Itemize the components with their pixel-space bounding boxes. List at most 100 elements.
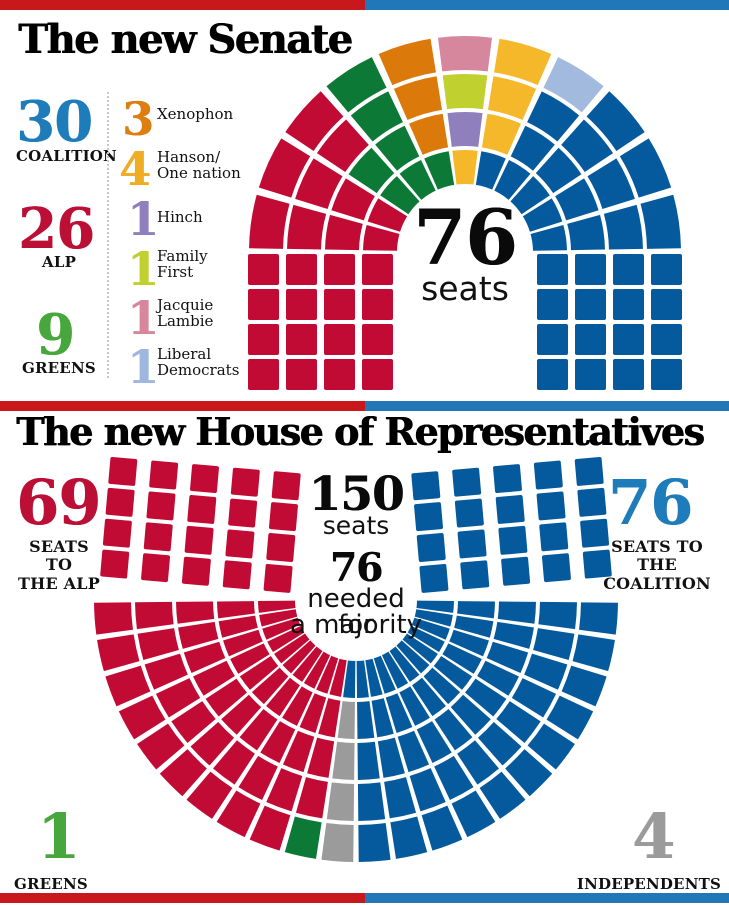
xenophon-count: 3: [122, 92, 154, 146]
seat: [613, 254, 644, 285]
house-total-seats-label: seats: [322, 511, 390, 540]
house-title: The new House of Representatives: [16, 409, 705, 454]
seat: [362, 324, 393, 355]
seat: [267, 625, 305, 653]
seat: [497, 601, 536, 624]
seat: [487, 76, 537, 120]
seat: [266, 768, 303, 812]
seat: [187, 495, 217, 524]
seat: [416, 600, 454, 613]
seat: [414, 609, 453, 627]
senate-total-seats-label: seats: [421, 269, 509, 308]
house-majority-label-line2: a majority: [289, 610, 423, 640]
seat: [258, 600, 296, 613]
seat: [118, 695, 166, 740]
right-seat-grid: [537, 254, 682, 390]
senate-total-seats-number: 76: [413, 193, 518, 282]
house-alp-label: SEATS TO THE ALP: [14, 537, 104, 593]
seat: [537, 324, 568, 355]
seat: [144, 653, 188, 690]
bottom-bar-red-segment: [0, 893, 365, 903]
top-divider-bar: [0, 0, 729, 10]
seat: [331, 178, 375, 221]
liberal-democrats-label-line1: Liberal: [157, 345, 212, 363]
seat: [486, 641, 529, 674]
seat: [577, 487, 607, 517]
seat: [318, 698, 341, 738]
seat: [321, 823, 354, 862]
seat: [373, 655, 396, 694]
seat: [530, 224, 567, 251]
seat: [572, 634, 615, 672]
seat: [375, 125, 420, 171]
seat: [377, 737, 405, 778]
seat: [533, 460, 563, 490]
seat: [171, 701, 216, 743]
seat: [438, 35, 492, 72]
seat: [105, 665, 151, 707]
seat: [586, 91, 645, 151]
seat: [493, 464, 522, 494]
seat: [442, 74, 488, 110]
seat: [587, 158, 635, 210]
seat: [286, 324, 317, 355]
seat: [269, 502, 298, 532]
seat: [266, 533, 296, 562]
seat: [248, 359, 279, 390]
left-seat-grid: [100, 456, 301, 593]
senate-title: The new Senate: [18, 16, 353, 63]
seat: [454, 498, 484, 528]
seat: [362, 254, 393, 285]
seat: [295, 158, 343, 210]
seat: [329, 658, 347, 697]
seat: [137, 723, 185, 770]
liberal-democrats-count: 1: [127, 340, 159, 394]
seat: [433, 656, 473, 690]
seat: [217, 601, 255, 619]
seat: [102, 518, 132, 548]
hanson-count: 4: [119, 142, 151, 196]
hanson-label-line2: One nation: [157, 163, 241, 182]
seat: [457, 601, 495, 619]
seat: [541, 553, 571, 583]
seat: [178, 621, 219, 649]
seat: [475, 151, 506, 190]
seat: [493, 621, 534, 649]
seat: [533, 628, 575, 661]
seat: [324, 359, 355, 390]
seat: [423, 667, 461, 705]
seat: [411, 471, 441, 501]
seat: [343, 660, 356, 698]
seat: [259, 609, 298, 627]
seat: [271, 471, 301, 501]
seat: [143, 522, 173, 552]
house-alp-label-line2: THE ALP: [18, 573, 100, 593]
seat: [536, 491, 566, 521]
bottom-divider-bar: [0, 893, 729, 903]
seat: [190, 464, 219, 494]
hinch-label-line1: Hinch: [157, 208, 203, 226]
seat: [582, 549, 612, 579]
section-divider-bar: [0, 401, 729, 411]
seat: [190, 721, 235, 766]
seat: [135, 601, 174, 630]
seat: [477, 721, 522, 766]
seat: [307, 737, 335, 778]
seat: [510, 176, 550, 215]
seat: [176, 601, 215, 624]
seat: [97, 634, 140, 672]
seat: [324, 324, 355, 355]
seat: [495, 495, 525, 524]
seat: [326, 782, 355, 821]
house-independents-count: 4: [632, 800, 675, 873]
seat: [511, 678, 557, 718]
seat: [449, 629, 489, 657]
senate-greens-count: 9: [36, 302, 75, 368]
seat: [479, 771, 526, 819]
seat: [239, 709, 278, 751]
seat: [580, 518, 610, 548]
seat: [146, 491, 176, 521]
seat: [393, 76, 443, 120]
seat: [286, 359, 317, 390]
seat: [222, 560, 252, 590]
